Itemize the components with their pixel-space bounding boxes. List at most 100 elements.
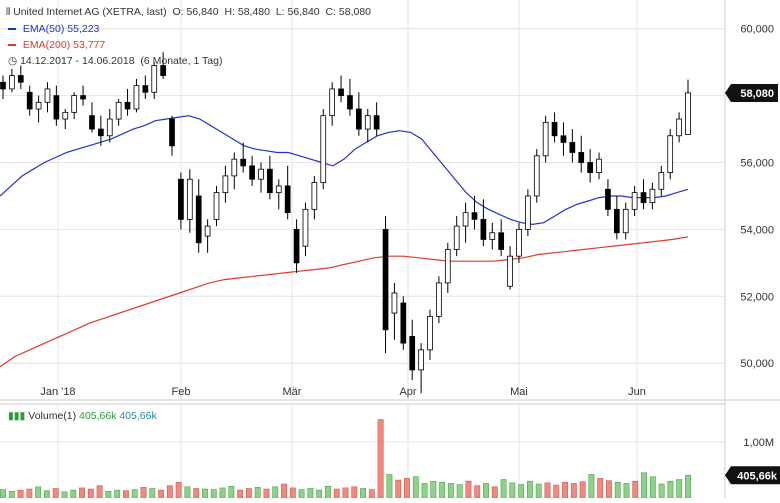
volume-bar bbox=[368, 489, 375, 499]
candle-body bbox=[204, 225, 211, 237]
low-value: 56,840 bbox=[287, 6, 320, 18]
volume-bar bbox=[281, 483, 287, 499]
volume-bar bbox=[96, 485, 103, 499]
volume-legend: ▮▮▮ Volume(1) 405,66k 405,66k bbox=[8, 410, 157, 422]
candle-body bbox=[186, 178, 193, 220]
volume-bar bbox=[0, 489, 6, 499]
volume-bar bbox=[245, 488, 252, 499]
candle-body bbox=[160, 65, 166, 76]
volume-bar bbox=[614, 482, 621, 499]
ema50-label: EMA(50) bbox=[22, 23, 65, 35]
volume-bar bbox=[123, 490, 129, 499]
candle-body bbox=[151, 65, 158, 93]
volume-label: Volume(1) bbox=[28, 410, 77, 422]
volume-bar bbox=[676, 479, 683, 499]
volume-bar bbox=[386, 474, 393, 499]
candle-body bbox=[44, 88, 51, 103]
volume-bar bbox=[175, 482, 182, 499]
last-price-badge bbox=[725, 83, 778, 102]
y-tick-label: 56,000 bbox=[740, 158, 774, 170]
candle-body bbox=[35, 101, 42, 110]
candle-body bbox=[587, 162, 593, 173]
candle-body bbox=[409, 336, 416, 371]
volume-bar bbox=[228, 485, 235, 499]
volume-value-2: 405,66k bbox=[119, 410, 157, 422]
candle-body bbox=[258, 168, 264, 180]
volume-bar bbox=[333, 488, 340, 499]
candle-body bbox=[213, 192, 220, 220]
candle-body bbox=[605, 188, 611, 210]
candle-body bbox=[106, 118, 113, 137]
ema200-value: 53,777 bbox=[73, 39, 106, 51]
candle-body bbox=[480, 218, 487, 240]
ema200-line bbox=[0, 236, 689, 368]
candle-body bbox=[17, 75, 24, 83]
volume-bar bbox=[491, 486, 498, 499]
y-tick-label: 50,000 bbox=[740, 358, 774, 370]
candle-body bbox=[53, 95, 60, 120]
candle-body bbox=[667, 135, 674, 173]
volume-bar bbox=[43, 490, 50, 499]
legend-ema50: EMA(50) 55,223 bbox=[8, 23, 99, 35]
candle-body bbox=[338, 88, 344, 97]
date-range: 14.12.2017 - 14.06.2018 bbox=[20, 55, 135, 67]
candle-body bbox=[418, 349, 424, 371]
x-tick-label: Mär bbox=[283, 386, 302, 398]
volume-value: 405,66k bbox=[79, 410, 117, 422]
close-label: C: bbox=[325, 6, 336, 18]
candle-body bbox=[249, 165, 255, 180]
open-value: 56,840 bbox=[186, 6, 219, 18]
volume-bar bbox=[395, 479, 402, 499]
volume-bar bbox=[649, 476, 656, 499]
y-tick-label: 54,000 bbox=[740, 224, 774, 236]
volume-bar bbox=[535, 483, 542, 499]
candle-body bbox=[293, 229, 300, 264]
volume-bar bbox=[430, 480, 437, 499]
ema50-line bbox=[0, 115, 689, 226]
x-tick-label: Mai bbox=[510, 386, 528, 398]
candle-body bbox=[640, 192, 647, 204]
volume-bar bbox=[114, 489, 121, 499]
x-tick-label: Apr bbox=[399, 386, 416, 398]
x-tick-label: Jan '18 bbox=[40, 386, 75, 398]
candle-body bbox=[453, 225, 460, 250]
volume-bar bbox=[658, 483, 665, 499]
last-price-label: 58,080 bbox=[740, 88, 774, 100]
x-tick-label: Jun bbox=[628, 386, 646, 398]
candle-body bbox=[89, 115, 95, 130]
candle-body bbox=[391, 292, 398, 314]
volume-bar bbox=[254, 487, 261, 499]
candle-body bbox=[613, 208, 620, 234]
candle-body bbox=[195, 195, 202, 244]
volume-bar bbox=[237, 489, 244, 499]
legend-ema200: EMA(200) 53,777 bbox=[8, 39, 105, 51]
volume-bar bbox=[421, 483, 428, 499]
volume-bar bbox=[412, 476, 419, 499]
candle-body bbox=[231, 158, 238, 177]
candle-body bbox=[622, 208, 629, 234]
close-value: 58,080 bbox=[338, 6, 372, 18]
chart-title: United Internet AG (XETRA, last) bbox=[13, 6, 167, 18]
volume-bar bbox=[87, 488, 94, 499]
y-tick-label: 52,000 bbox=[740, 291, 774, 303]
volume-bar bbox=[632, 480, 639, 499]
candle-body bbox=[427, 315, 433, 351]
volume-bar bbox=[518, 484, 525, 499]
volume-bar bbox=[79, 487, 85, 499]
candle-body bbox=[275, 185, 282, 194]
candle-body bbox=[596, 158, 602, 173]
candle-body bbox=[551, 121, 558, 137]
volume-bar bbox=[52, 488, 59, 499]
volume-bar bbox=[8, 490, 15, 499]
volume-bar bbox=[263, 488, 270, 499]
volume-bar bbox=[377, 419, 384, 499]
volume-bar bbox=[588, 474, 595, 499]
candle-body bbox=[80, 95, 86, 100]
candle-body bbox=[62, 111, 69, 120]
volume-bar bbox=[685, 474, 691, 499]
candle-body bbox=[525, 195, 531, 230]
volume-bar bbox=[474, 485, 481, 499]
volume-bar bbox=[544, 482, 551, 499]
